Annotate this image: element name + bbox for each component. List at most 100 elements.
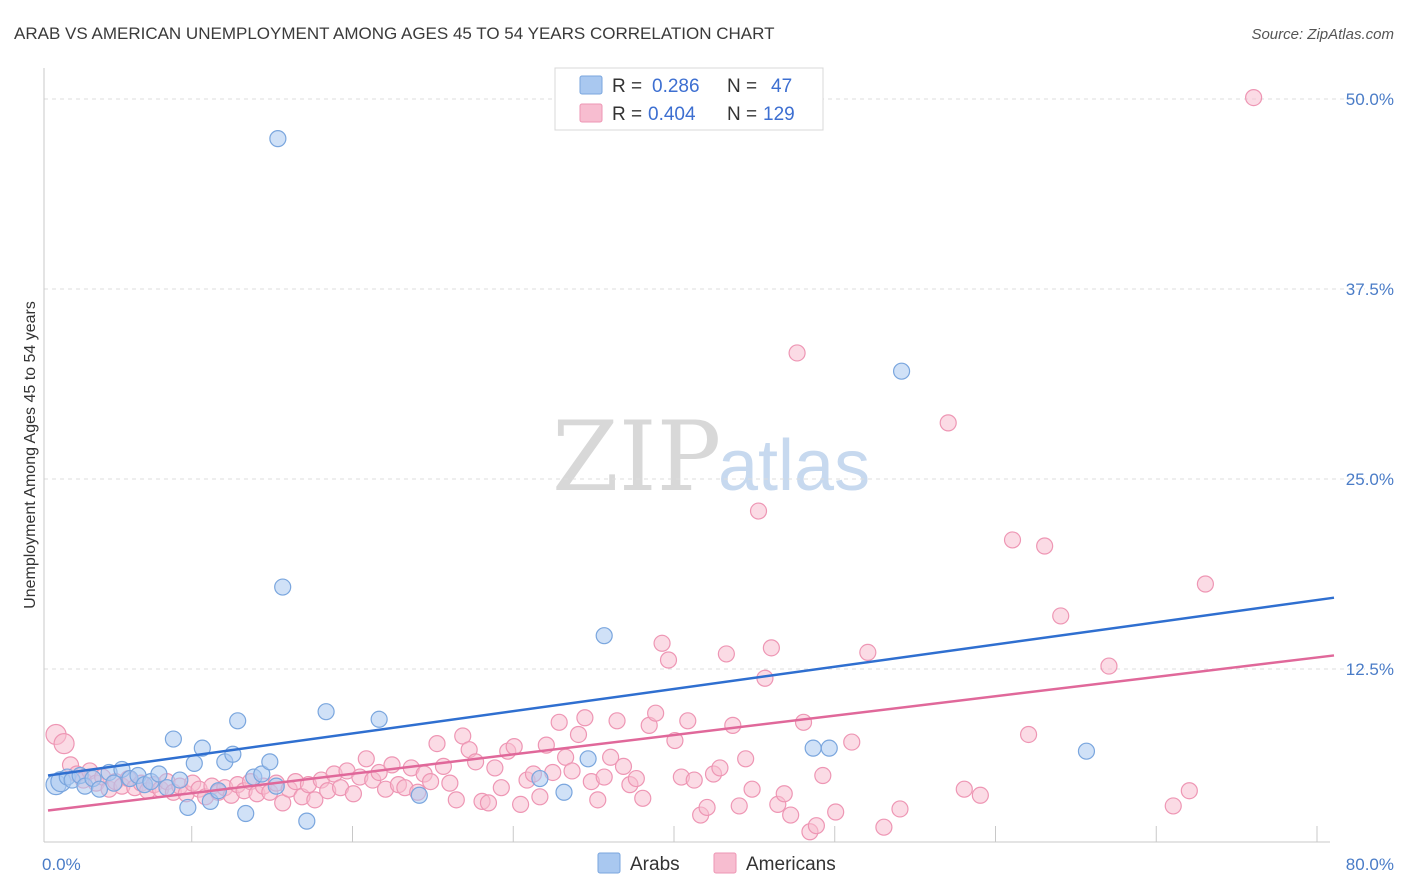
arabs-r-value: 0.286 — [652, 76, 700, 97]
arabs-r-label: R = — [612, 76, 642, 97]
americans-point — [595, 768, 613, 786]
americans-point — [875, 818, 893, 836]
americans-point — [550, 713, 568, 731]
americans-point — [306, 791, 324, 809]
americans-r-label: R = — [612, 104, 642, 125]
arabs-point — [185, 754, 203, 772]
americans-point — [762, 639, 780, 657]
americans-point — [807, 817, 825, 835]
americans-point — [794, 713, 813, 731]
americans-point — [698, 798, 716, 817]
arabs-n-label: N = — [727, 76, 757, 97]
americans-point — [955, 780, 973, 798]
americans-series-swatch — [713, 852, 737, 874]
americans-point — [614, 757, 633, 776]
americans-point — [466, 753, 485, 771]
americans-point — [843, 733, 861, 751]
arabs-point — [595, 627, 613, 645]
americans-point — [505, 738, 523, 756]
americans-point — [486, 759, 504, 777]
americans-series-label: Americans — [746, 854, 836, 875]
y-axis-label: Unemployment Among Ages 45 to 54 years — [22, 301, 39, 609]
americans-point — [1100, 657, 1118, 675]
watermark-zip: ZIP — [552, 401, 721, 513]
arabs-point — [193, 739, 211, 757]
americans-point — [749, 502, 768, 520]
arabs-point — [267, 777, 285, 795]
arabs-point — [579, 750, 597, 768]
arabs-point — [253, 765, 271, 783]
arabs-point — [171, 771, 189, 789]
arabs-point — [150, 765, 168, 783]
x-tick-label-min: 0.0% — [42, 855, 81, 874]
americans-point — [1052, 607, 1070, 625]
americans-legend-swatch — [579, 103, 603, 123]
americans-point — [608, 712, 626, 730]
americans-point — [711, 759, 729, 777]
americans-point — [1036, 537, 1054, 555]
americans-point — [775, 785, 793, 803]
americans-point — [576, 709, 594, 727]
arabs-point — [892, 362, 911, 380]
arabs-series-label: Arabs — [630, 854, 680, 875]
grid — [44, 98, 1365, 670]
chart-source: Source: ZipAtlas.com — [1251, 26, 1394, 43]
chart-title: ARAB VS AMERICAN UNEMPLOYMENT AMONG AGES… — [14, 24, 774, 43]
americans-point — [421, 772, 440, 791]
americans-point — [428, 734, 446, 753]
americans-point — [659, 651, 678, 669]
americans-point — [569, 725, 588, 744]
americans-point — [939, 414, 957, 432]
series-legend: Arabs Americans — [597, 852, 836, 875]
americans-point — [679, 712, 697, 730]
americans-point — [531, 788, 549, 806]
americans-point — [53, 732, 75, 755]
americans-point — [512, 795, 530, 814]
y-tick-label: 50.0% — [1346, 90, 1394, 109]
arabs-n-value: 47 — [771, 76, 792, 97]
americans-n-label: N = — [727, 104, 757, 125]
americans-point — [602, 748, 620, 766]
arabs-point — [317, 703, 335, 721]
americans-point — [1245, 88, 1263, 107]
arabs-legend-swatch — [579, 75, 603, 95]
watermark-atlas: atlas — [718, 426, 870, 506]
americans-trend-line — [47, 654, 1335, 812]
arabs-series-swatch — [597, 852, 621, 874]
arabs-point — [237, 804, 255, 823]
arabs-point — [820, 739, 838, 757]
americans-point — [685, 771, 703, 789]
arabs-point — [274, 578, 292, 596]
arabs-point — [804, 739, 822, 757]
arabs-point — [164, 730, 182, 748]
americans-point — [737, 750, 755, 768]
arabs-point — [555, 783, 573, 801]
americans-point — [730, 797, 748, 815]
americans-r-value: 0.404 — [648, 104, 696, 125]
americans-point — [971, 786, 989, 804]
arabs-trend-line — [47, 596, 1335, 777]
y-tick-labels: 12.5% 25.0% 37.5% 50.0% — [1346, 90, 1394, 679]
americans-point — [743, 780, 761, 798]
americans-point — [357, 750, 375, 768]
americans-point — [653, 634, 671, 652]
americans-point — [441, 774, 459, 792]
y-tick-label: 12.5% — [1346, 660, 1394, 679]
americans-point — [859, 643, 877, 662]
americans-point — [827, 803, 845, 821]
arabs-series — [45, 130, 1096, 830]
americans-point — [634, 789, 652, 807]
americans-point — [724, 716, 742, 734]
americans-point — [1164, 797, 1182, 815]
arabs-point — [370, 710, 388, 728]
americans-point — [434, 757, 453, 776]
americans-point — [589, 791, 607, 809]
arabs-point — [90, 780, 109, 798]
americans-point — [627, 769, 645, 788]
americans-point — [1019, 725, 1038, 744]
americans-point — [717, 645, 735, 663]
americans-point — [563, 762, 581, 780]
arabs-point — [269, 130, 287, 148]
americans-point — [447, 791, 465, 809]
